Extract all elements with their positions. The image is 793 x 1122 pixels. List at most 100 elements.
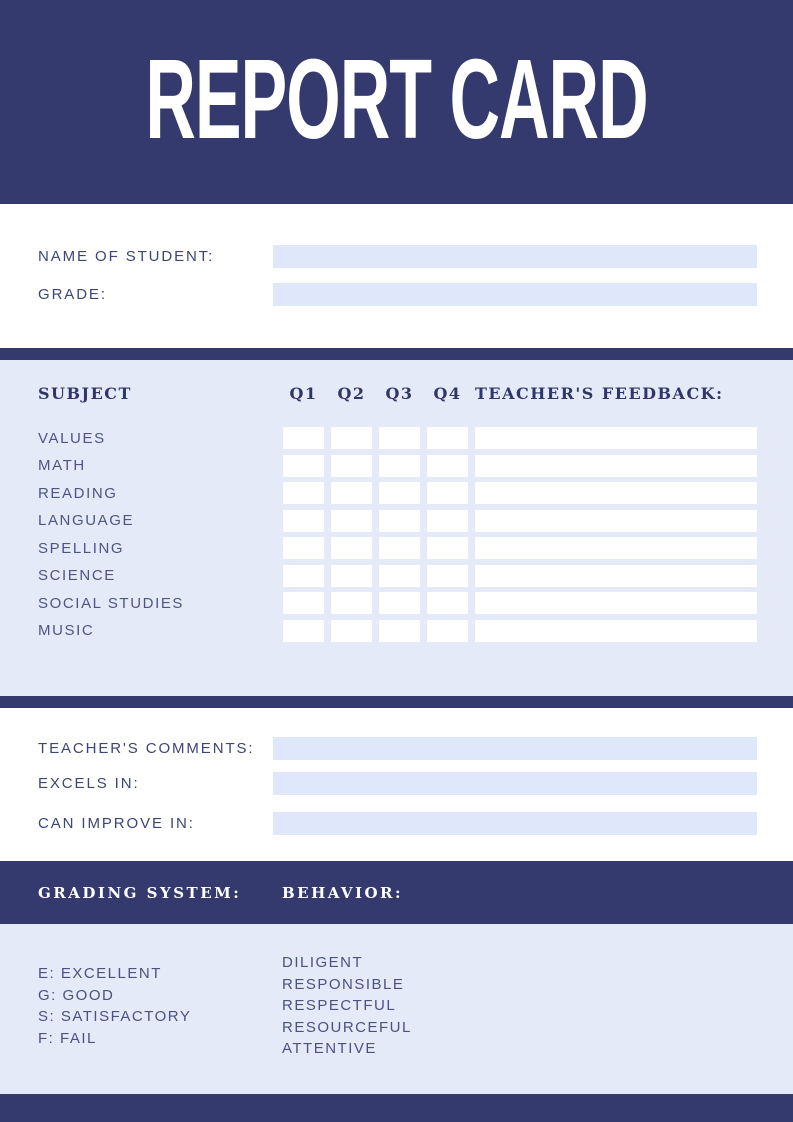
list-item: RESPONSIBLE (282, 975, 405, 993)
subject-label: SOCIAL STUDIES (38, 594, 185, 612)
grade-cell-q1[interactable] (283, 537, 324, 559)
legend-header-bar: GRADING SYSTEM: BEHAVIOR: (0, 861, 793, 924)
behavior-header: BEHAVIOR: (282, 883, 404, 902)
grade-cell-q2[interactable] (331, 592, 372, 614)
feedback-cell[interactable] (475, 564, 757, 587)
grade-cell-q3[interactable] (379, 619, 420, 642)
list-item: RESOURCEFUL (282, 1018, 412, 1036)
q2-column-header: Q2 (337, 383, 366, 403)
feedback-cell[interactable] (475, 509, 757, 532)
comments-section: TEACHER'S COMMENTS: EXCELS IN: CAN IMPRO… (0, 708, 793, 861)
grade-cell-q2[interactable] (331, 509, 372, 532)
teacher-comments-input[interactable] (273, 737, 757, 760)
feedback-cell[interactable] (475, 427, 757, 449)
grade-cell-q4[interactable] (427, 427, 468, 449)
grade-cell-q4[interactable] (427, 454, 468, 477)
subject-label: SPELLING (38, 539, 125, 557)
grade-cell-q3[interactable] (379, 592, 420, 614)
grade-cell-q3[interactable] (379, 482, 420, 504)
grade-cell-q2[interactable] (331, 564, 372, 587)
grade-cell-q4[interactable] (427, 509, 468, 532)
excels-in-label: EXCELS IN: (38, 775, 140, 792)
feedback-cell[interactable] (475, 482, 757, 504)
student-info-section: NAME OF STUDENT: GRADE: (0, 204, 793, 348)
list-item: F: FAIL (38, 1029, 97, 1047)
list-item: DILIGENT (282, 954, 364, 971)
grade-label: GRADE: (38, 286, 107, 303)
grades-table-header: SUBJECT Q1 Q2 Q3 Q4 TEACHER'S FEEDBACK: (38, 383, 757, 403)
grade-cell-q1[interactable] (283, 564, 324, 587)
can-improve-in-row: CAN IMPROVE IN: (38, 812, 757, 835)
grade-cell-q4[interactable] (427, 619, 468, 642)
grade-cell-q4[interactable] (427, 592, 468, 614)
grade-cell-q3[interactable] (379, 454, 420, 477)
grade-cell-q3[interactable] (379, 427, 420, 449)
grade-input[interactable] (273, 283, 757, 306)
grade-cell-q4[interactable] (427, 482, 468, 504)
grading-system-header: GRADING SYSTEM: (38, 883, 242, 902)
grading-system-list: E: EXCELLENT G: GOOD S: SATISFACTORY F: … (38, 924, 282, 1094)
feedback-cell[interactable] (475, 592, 757, 614)
teacher-comments-row: TEACHER'S COMMENTS: (38, 737, 757, 760)
grade-row: GRADE: (38, 283, 757, 306)
table-row-music: MUSIC (38, 619, 757, 642)
student-name-row: NAME OF STUDENT: (38, 245, 757, 268)
grade-cell-q1[interactable] (283, 509, 324, 532)
table-row-math: MATH (38, 454, 757, 477)
grade-cell-q4[interactable] (427, 564, 468, 587)
page-title: REPORT CARD (145, 35, 648, 163)
table-row-spelling: SPELLING (38, 537, 757, 559)
behavior-list: DILIGENT RESPONSIBLE RESPECTFUL RESOURCE… (282, 924, 412, 1094)
table-row-science: SCIENCE (38, 564, 757, 587)
can-improve-in-label: CAN IMPROVE IN: (38, 815, 195, 832)
excels-in-input[interactable] (273, 772, 757, 795)
legend-section: E: EXCELLENT G: GOOD S: SATISFACTORY F: … (0, 924, 793, 1094)
table-row-reading: READING (38, 482, 757, 504)
grade-cell-q1[interactable] (283, 619, 324, 642)
feedback-cell[interactable] (475, 454, 757, 477)
list-item: ATTENTIVE (282, 1040, 377, 1057)
list-item: RESPECTFUL (282, 997, 397, 1014)
list-item: G: GOOD (38, 986, 115, 1004)
grade-cell-q3[interactable] (379, 537, 420, 559)
feedback-column-header: TEACHER'S FEEDBACK: (475, 383, 724, 403)
grade-cell-q2[interactable] (331, 427, 372, 449)
grade-cell-q1[interactable] (283, 427, 324, 449)
grade-cell-q4[interactable] (427, 537, 468, 559)
footer-bar (0, 1094, 793, 1122)
grade-cell-q1[interactable] (283, 592, 324, 614)
can-improve-in-input[interactable] (273, 812, 757, 835)
grade-cell-q3[interactable] (379, 509, 420, 532)
subject-column-header: SUBJECT (38, 383, 132, 403)
student-name-input[interactable] (273, 245, 757, 268)
grade-cell-q2[interactable] (331, 482, 372, 504)
table-row-language: LANGUAGE (38, 509, 757, 532)
grade-cell-q2[interactable] (331, 537, 372, 559)
table-row-social-studies: SOCIAL STUDIES (38, 592, 757, 614)
feedback-cell[interactable] (475, 537, 757, 559)
grade-cell-q1[interactable] (283, 482, 324, 504)
q3-column-header: Q3 (385, 383, 414, 403)
grade-cell-q1[interactable] (283, 454, 324, 477)
divider-bar-top (0, 348, 793, 360)
teacher-comments-label: TEACHER'S COMMENTS: (38, 740, 255, 757)
list-item: E: EXCELLENT (38, 965, 162, 982)
grades-table-section: SUBJECT Q1 Q2 Q3 Q4 TEACHER'S FEEDBACK: … (0, 360, 793, 696)
table-row-values: VALUES (38, 427, 757, 449)
q4-column-header: Q4 (433, 383, 462, 403)
grade-cell-q3[interactable] (379, 564, 420, 587)
subject-label: SCIENCE (38, 567, 116, 584)
excels-in-row: EXCELS IN: (38, 772, 757, 795)
subject-label: LANGUAGE (38, 512, 135, 529)
student-name-label: NAME OF STUDENT: (38, 248, 215, 265)
grade-cell-q2[interactable] (331, 454, 372, 477)
divider-bar-middle (0, 696, 793, 708)
feedback-cell[interactable] (475, 619, 757, 642)
q1-column-header: Q1 (289, 383, 318, 403)
subject-label: VALUES (38, 429, 106, 447)
subject-label: READING (38, 484, 118, 502)
grade-cell-q2[interactable] (331, 619, 372, 642)
subject-label: MUSIC (38, 622, 95, 639)
list-item: S: SATISFACTORY (38, 1008, 192, 1025)
